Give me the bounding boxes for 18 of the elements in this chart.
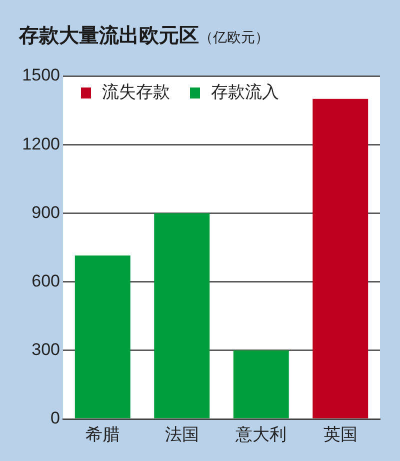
legend-label: 流失存款 xyxy=(102,82,170,102)
bar xyxy=(312,98,368,418)
x-tick-label: 意大利 xyxy=(234,424,287,444)
y-tick-label: 300 xyxy=(32,340,60,360)
x-tick-label: 法国 xyxy=(164,424,199,444)
y-tick-label: 900 xyxy=(32,202,60,222)
bar xyxy=(74,256,130,418)
x-tick-label: 英国 xyxy=(323,424,358,444)
y-tick-label: 1200 xyxy=(22,134,60,154)
chart-title: 存款大量流出欧元区 xyxy=(19,25,199,47)
y-tick-label: 600 xyxy=(32,271,60,290)
bar xyxy=(154,213,210,418)
y-tick-label: 0 xyxy=(50,408,60,428)
bar xyxy=(233,350,289,418)
chart-subtitle: （亿欧元） xyxy=(199,29,269,45)
x-tick-label: 希腊 xyxy=(86,424,120,444)
legend-label: 存款流入 xyxy=(211,82,279,102)
y-tick-label: 1500 xyxy=(22,66,60,85)
